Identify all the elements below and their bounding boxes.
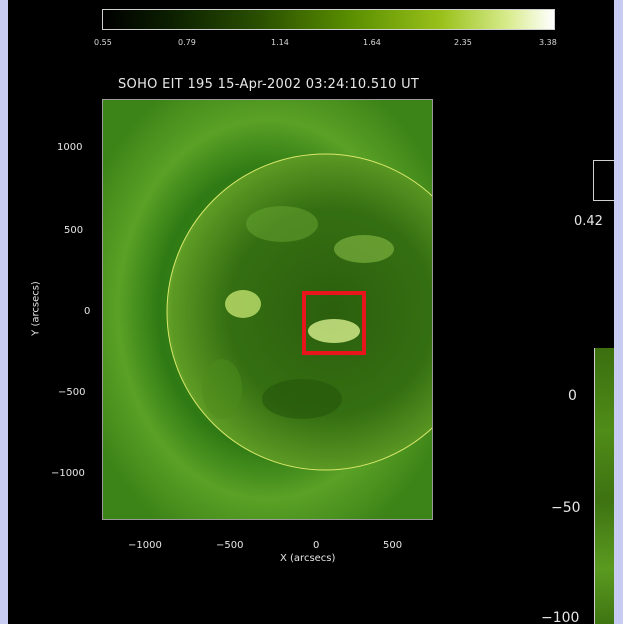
image-title: SOHO EIT 195 15-Apr-2002 03:24:10.510 UT	[118, 77, 420, 92]
colorbar	[102, 9, 555, 30]
x-tick: 500	[383, 540, 403, 551]
x-tick: −1000	[128, 540, 162, 551]
colorbar-tick: 1.14	[271, 38, 289, 47]
solar-limb	[166, 153, 433, 471]
figure-window: 0.55 0.79 1.14 1.64 2.35 3.38 SOHO EIT 1…	[8, 0, 614, 624]
y-tick: 0	[84, 306, 91, 317]
x-axis-label: X (arcsecs)	[280, 553, 336, 564]
panel-top-right	[433, 99, 543, 155]
colorbar-tick: 1.64	[363, 38, 381, 47]
colorbar-tick: 2.35	[454, 38, 472, 47]
right-y-tick: −100	[541, 610, 580, 624]
colorbar-tick: 0.55	[94, 38, 112, 47]
y-tick: −500	[58, 387, 86, 398]
x-tick: 0	[313, 540, 320, 551]
right-colorbar-fragment	[593, 160, 614, 201]
x-tick: −500	[216, 540, 244, 551]
overlapping-window	[433, 155, 614, 624]
colorbar-tick: 0.79	[178, 38, 196, 47]
y-axis-label: Y (arcsecs)	[30, 281, 42, 336]
solar-image-panel	[102, 99, 433, 520]
right-y-tick: 0	[568, 388, 577, 404]
right-y-tick: −50	[551, 500, 581, 516]
colorbar-tick: 3.38	[539, 38, 557, 47]
right-colorbar-tick: 0.42	[574, 214, 603, 229]
y-tick: −1000	[51, 468, 85, 479]
sun-image	[102, 99, 433, 520]
right-image-fragment	[594, 348, 614, 624]
y-tick: 500	[64, 225, 84, 236]
region-of-interest-box	[302, 291, 366, 355]
y-tick: 1000	[57, 142, 83, 153]
